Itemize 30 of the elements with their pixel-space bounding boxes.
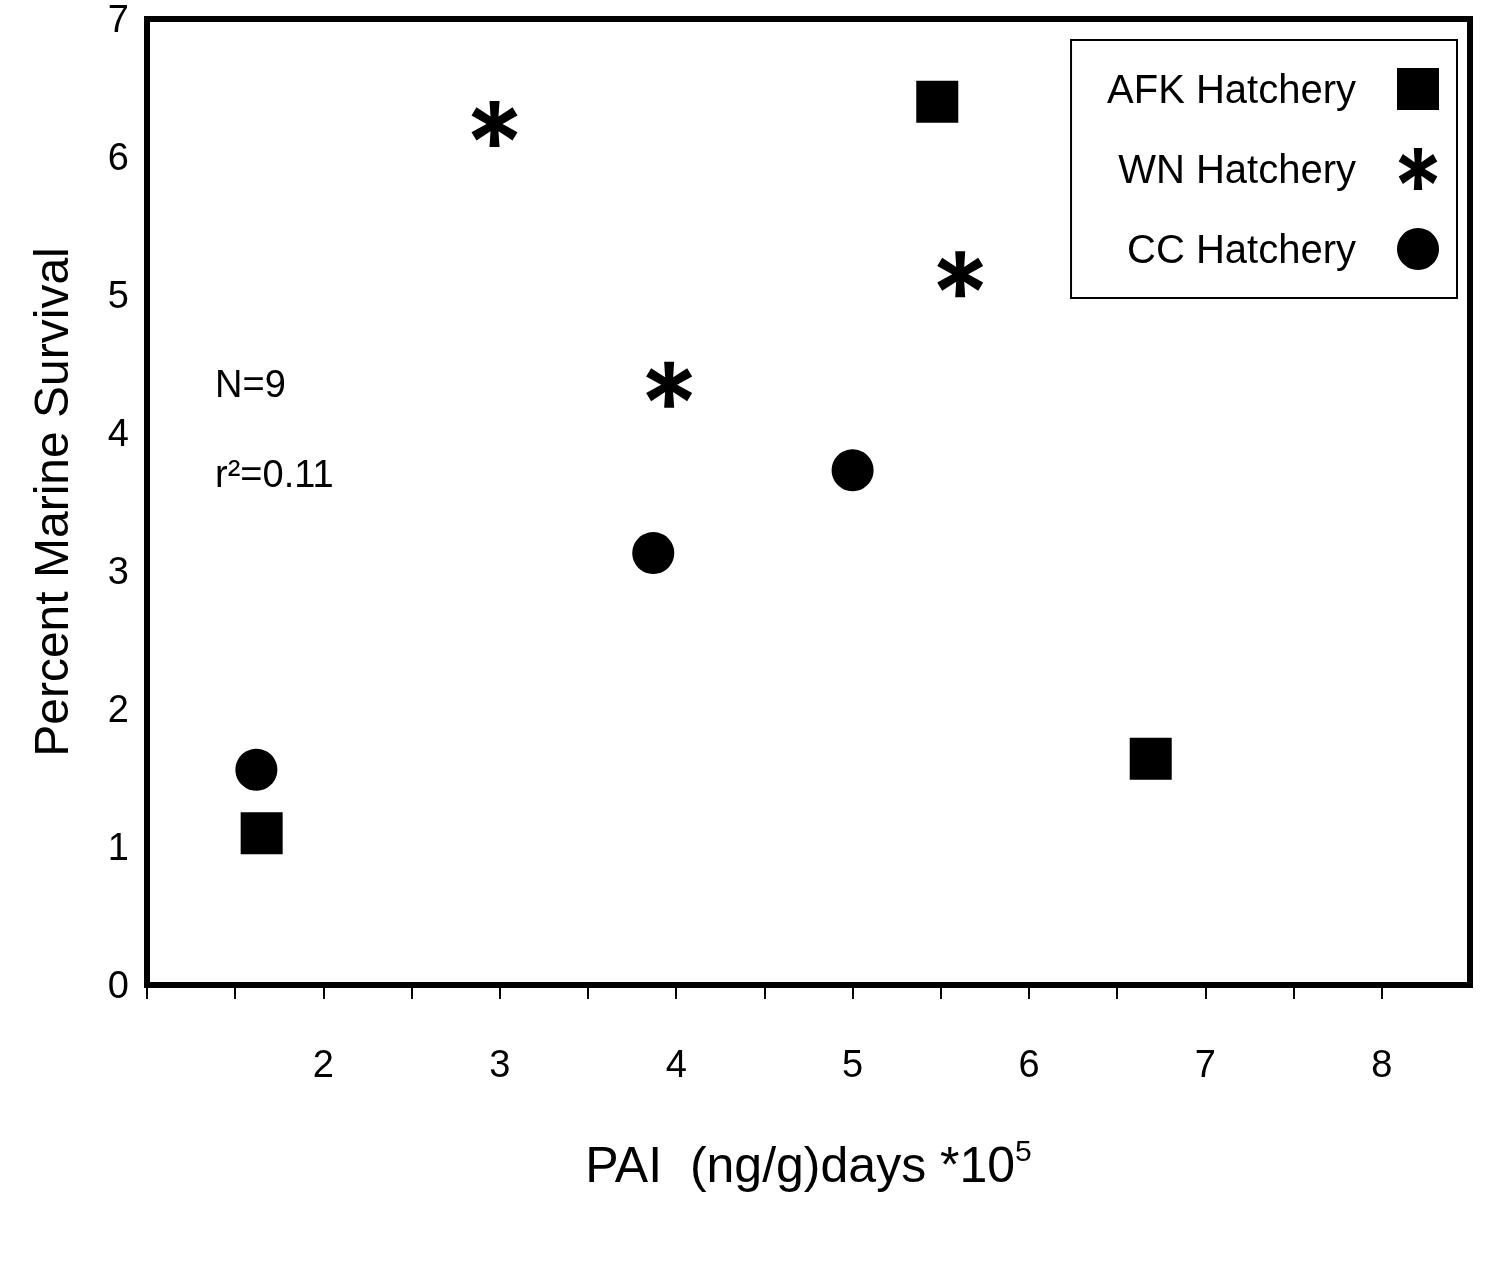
annotation: r²=0.11 (215, 453, 334, 495)
legend-label: CC Hatchery (1127, 227, 1356, 271)
y-tick-label: 5 (107, 274, 129, 316)
y-tick-label: 2 (107, 688, 129, 730)
point (632, 532, 675, 575)
y-tick-label: 3 (107, 550, 129, 592)
point (937, 251, 984, 298)
y-axis-title: Percent Marine Survival (24, 247, 78, 757)
x-tick-label: 6 (1018, 1043, 1040, 1085)
y-tick-label: 4 (107, 412, 129, 454)
point (235, 748, 278, 791)
point (831, 449, 874, 492)
legend-label: AFK Hatchery (1107, 67, 1356, 111)
y-tick-label: 7 (107, 0, 129, 40)
point (1129, 737, 1172, 780)
point (646, 361, 693, 408)
y-tick-label: 1 (107, 826, 129, 868)
x-tick-label: 7 (1194, 1043, 1216, 1085)
y-tick-label: 0 (107, 964, 129, 1006)
point (240, 812, 283, 855)
x-tick-label: 2 (312, 1043, 334, 1085)
x-tick-label: 8 (1371, 1043, 1393, 1085)
x-tick-label: 3 (489, 1043, 511, 1085)
annotation: N=9 (215, 363, 286, 405)
point (916, 80, 959, 123)
x-tick-label: 5 (842, 1043, 864, 1085)
legend-label: WN Hatchery (1118, 147, 1356, 191)
y-tick-label: 6 (107, 136, 129, 178)
x-tick-label: 4 (665, 1043, 687, 1085)
point (471, 100, 518, 147)
